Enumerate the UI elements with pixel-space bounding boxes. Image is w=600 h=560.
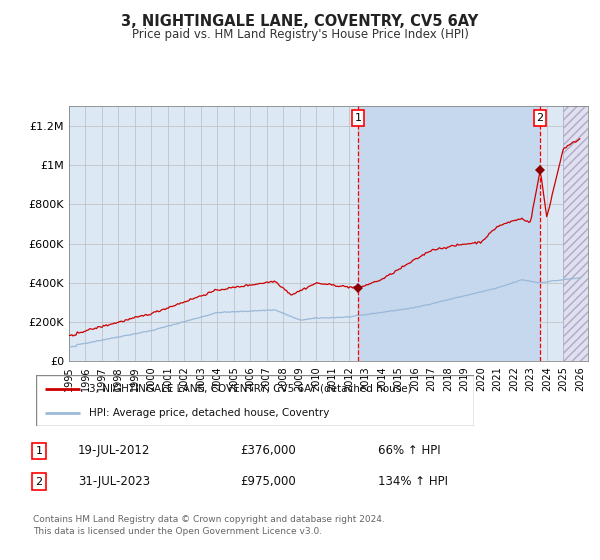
Text: HPI: Average price, detached house, Coventry: HPI: Average price, detached house, Cove… (89, 408, 329, 418)
Text: 1: 1 (35, 446, 43, 456)
Text: £376,000: £376,000 (240, 444, 296, 458)
Text: Price paid vs. HM Land Registry's House Price Index (HPI): Price paid vs. HM Land Registry's House … (131, 28, 469, 41)
Text: 66% ↑ HPI: 66% ↑ HPI (378, 444, 440, 458)
Text: 2: 2 (35, 477, 43, 487)
Bar (563, 106, 588, 361)
Text: 31-JUL-2023: 31-JUL-2023 (78, 475, 150, 488)
Text: Contains HM Land Registry data © Crown copyright and database right 2024.
This d: Contains HM Land Registry data © Crown c… (33, 515, 385, 536)
Text: 134% ↑ HPI: 134% ↑ HPI (378, 475, 448, 488)
Text: 1: 1 (355, 113, 361, 123)
Text: 2: 2 (536, 113, 544, 123)
Bar (358, 106, 540, 361)
Text: 3, NIGHTINGALE LANE, COVENTRY, CV5 6AY (detached house): 3, NIGHTINGALE LANE, COVENTRY, CV5 6AY (… (89, 384, 411, 394)
Text: 3, NIGHTINGALE LANE, COVENTRY, CV5 6AY: 3, NIGHTINGALE LANE, COVENTRY, CV5 6AY (121, 14, 479, 29)
Text: 19-JUL-2012: 19-JUL-2012 (78, 444, 151, 458)
Text: £975,000: £975,000 (240, 475, 296, 488)
